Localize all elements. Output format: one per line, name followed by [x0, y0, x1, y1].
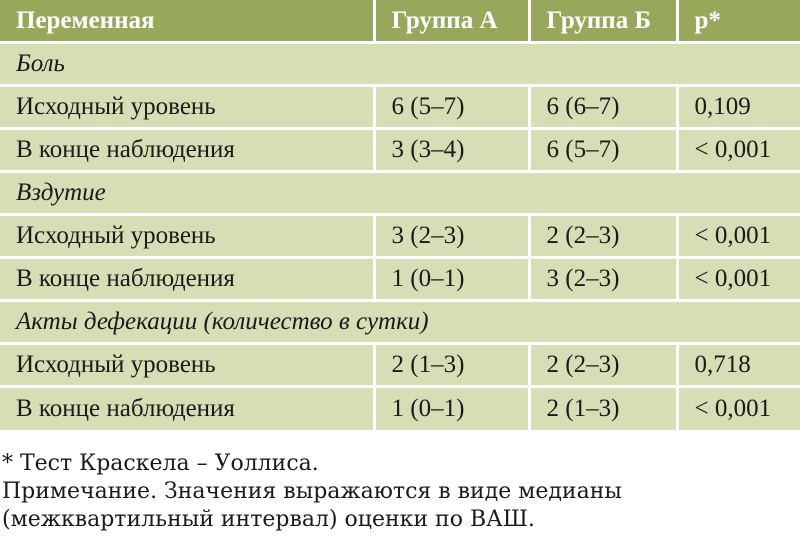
header-group-b: Группа Б	[529, 0, 679, 43]
note-line: Примечание. Значения выражаются в виде м…	[2, 478, 622, 504]
cell-group-b: 2 (1–3)	[529, 385, 679, 430]
cell-p-value: 0,109	[677, 84, 800, 129]
table-row: Исходный уровень 2 (1–3) 2 (2–3) 0,718	[0, 342, 800, 387]
results-table: Переменная Группа А Группа Б p* Боль Исх…	[0, 0, 800, 430]
group-title: Вздутие	[0, 170, 800, 215]
cell-group-a: 1 (0–1)	[374, 385, 531, 430]
cell-group-b: 2 (2–3)	[529, 342, 679, 387]
cell-p-value: < 0,001	[677, 213, 800, 258]
table-header-row: Переменная Группа А Группа Б p*	[0, 0, 800, 43]
table-notes: * Тест Краскела – Уоллиса. Примечание. З…	[0, 450, 800, 534]
group-row-defecation: Акты дефекации (количество в сутки)	[0, 299, 800, 344]
cell-group-b: 3 (2–3)	[529, 256, 679, 301]
footnote: * Тест Краскела – Уоллиса.	[2, 450, 319, 476]
cell-group-a: 3 (3–4)	[374, 127, 531, 172]
cell-variable: Исходный уровень	[0, 84, 376, 129]
cell-p-value: < 0,001	[677, 385, 800, 430]
cell-variable: В конце наблюдения	[0, 385, 376, 430]
table-row: Исходный уровень 6 (5–7) 6 (6–7) 0,109	[0, 84, 800, 129]
header-group-a: Группа А	[374, 0, 531, 43]
cell-variable: Исходный уровень	[0, 213, 376, 258]
group-title: Боль	[0, 41, 800, 86]
cell-group-a: 2 (1–3)	[374, 342, 531, 387]
cell-group-b: 2 (2–3)	[529, 213, 679, 258]
cell-variable: Исходный уровень	[0, 342, 376, 387]
table-row: В конце наблюдения 1 (0–1) 3 (2–3) < 0,0…	[0, 256, 800, 301]
cell-variable: В конце наблюдения	[0, 127, 376, 172]
table-row: В конце наблюдения 3 (3–4) 6 (5–7) < 0,0…	[0, 127, 800, 172]
header-variable: Переменная	[0, 0, 376, 43]
document: Переменная Группа А Группа Б p* Боль Исх…	[0, 0, 800, 534]
table-row: Исходный уровень 3 (2–3) 2 (2–3) < 0,001	[0, 213, 800, 258]
cell-p-value: < 0,001	[677, 256, 800, 301]
cell-group-a: 1 (0–1)	[374, 256, 531, 301]
cell-group-b: 6 (6–7)	[529, 84, 679, 129]
group-title: Акты дефекации (количество в сутки)	[0, 299, 800, 344]
cell-p-value: < 0,001	[677, 127, 800, 172]
group-row-pain: Боль	[0, 41, 800, 86]
header-p-value: p*	[677, 0, 800, 43]
cell-group-a: 3 (2–3)	[374, 213, 531, 258]
group-row-bloating: Вздутие	[0, 170, 800, 215]
cell-group-b: 6 (5–7)	[529, 127, 679, 172]
cell-p-value: 0,718	[677, 342, 800, 387]
note-line: (межквартильный интервал) оценки по ВАШ.	[2, 506, 535, 532]
cell-variable: В конце наблюдения	[0, 256, 376, 301]
table-row: В конце наблюдения 1 (0–1) 2 (1–3) < 0,0…	[0, 385, 800, 430]
cell-group-a: 6 (5–7)	[374, 84, 531, 129]
